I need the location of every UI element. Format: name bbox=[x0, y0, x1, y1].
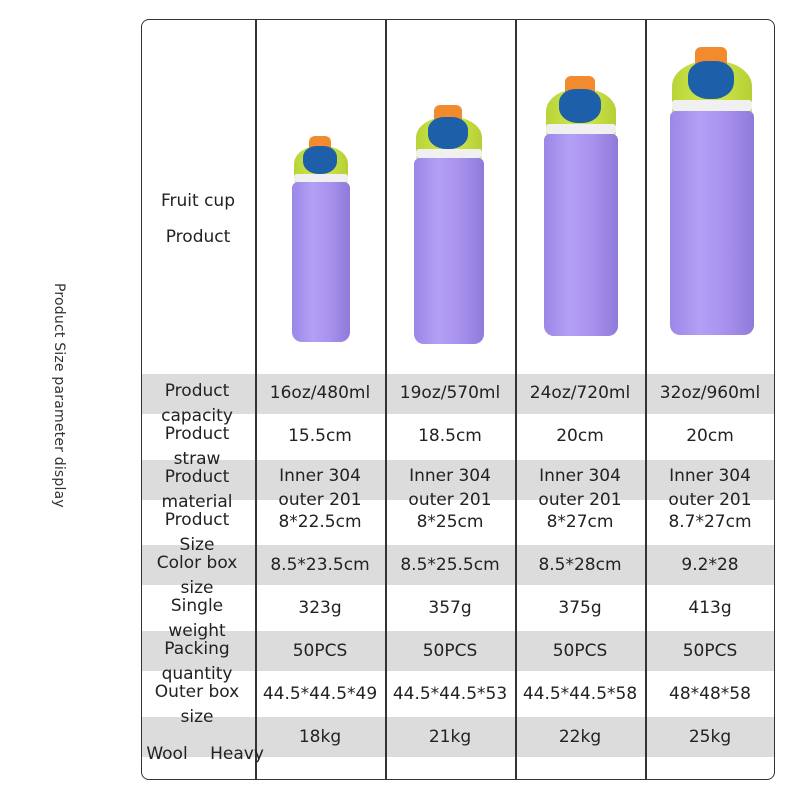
row-value: 22kg bbox=[558, 727, 602, 747]
row-value: 8.5*28cm bbox=[538, 555, 622, 575]
row-value: 44.5*44.5*49 bbox=[262, 684, 378, 704]
row-value: 50PCS bbox=[682, 641, 738, 661]
row-value: 50PCS bbox=[292, 641, 348, 661]
row-label-sub: Heavy bbox=[210, 744, 264, 764]
row-value: 44.5*44.5*53 bbox=[392, 684, 508, 704]
row-value: 32oz/960ml bbox=[659, 383, 761, 403]
column-divider bbox=[645, 20, 647, 779]
row-value: 8*25cm bbox=[416, 512, 484, 532]
row-value: 50PCS bbox=[552, 641, 608, 661]
row-label-sub: straw bbox=[173, 449, 221, 469]
row-value: Inner 304 outer 201 bbox=[668, 466, 752, 510]
row-value: 8*27cm bbox=[546, 512, 614, 532]
row-value: 8.7*27cm bbox=[668, 512, 752, 532]
row-value: Inner 304 outer 201 bbox=[408, 466, 492, 510]
row-value: 8.5*23.5cm bbox=[270, 555, 370, 575]
row-value: 16oz/480ml bbox=[269, 383, 371, 403]
bottle-16oz-image bbox=[289, 134, 353, 346]
row-value: 357g bbox=[428, 598, 472, 618]
row-value: 9.2*28 bbox=[681, 555, 739, 575]
row-value: 24oz/720ml bbox=[529, 383, 631, 403]
row-value: 8.5*25.5cm bbox=[400, 555, 500, 575]
row-value: 50PCS bbox=[422, 641, 478, 661]
row-label: Product bbox=[164, 510, 230, 530]
row-band-capacity bbox=[142, 374, 774, 414]
row-label-sub: Size bbox=[179, 535, 215, 555]
row-value: 413g bbox=[688, 598, 732, 618]
row-value: 19oz/570ml bbox=[399, 383, 501, 403]
row-band-material bbox=[142, 460, 774, 500]
header-fruit-cup: Fruit cup bbox=[160, 191, 235, 211]
row-value: 18kg bbox=[298, 727, 342, 747]
row-label-sub: material bbox=[161, 492, 233, 512]
row-label-sub: quantity bbox=[161, 664, 233, 684]
row-value: 25kg bbox=[688, 727, 732, 747]
bottle-32oz-image bbox=[666, 45, 758, 338]
row-value: 375g bbox=[558, 598, 602, 618]
row-label-sub: weight bbox=[168, 621, 226, 641]
row-band-weight bbox=[142, 717, 774, 757]
row-value: 18.5cm bbox=[418, 426, 482, 446]
row-label: Product bbox=[164, 467, 230, 487]
row-label: Color box bbox=[156, 553, 238, 573]
row-value: 48*48*58 bbox=[669, 684, 751, 704]
row-label-sub: size bbox=[180, 578, 214, 598]
bottle-24oz-image bbox=[540, 74, 622, 340]
row-label: Single bbox=[170, 596, 224, 616]
row-value: 15.5cm bbox=[288, 426, 352, 446]
row-label: Packing bbox=[164, 639, 230, 659]
row-value: 20cm bbox=[556, 426, 604, 446]
row-value: 323g bbox=[298, 598, 342, 618]
row-band-packing bbox=[142, 631, 774, 671]
row-value: Inner 304 outer 201 bbox=[278, 466, 362, 510]
column-divider bbox=[255, 20, 257, 779]
row-label: Product bbox=[164, 424, 230, 444]
row-value: 20cm bbox=[686, 426, 734, 446]
header-product: Product bbox=[165, 227, 231, 247]
column-divider bbox=[385, 20, 387, 779]
row-label: Outer box bbox=[154, 682, 240, 702]
row-value: Inner 304 outer 201 bbox=[538, 466, 622, 510]
column-divider bbox=[515, 20, 517, 779]
bottle-19oz-image bbox=[410, 103, 488, 348]
row-band-colorbox bbox=[142, 545, 774, 585]
row-value: 21kg bbox=[428, 727, 472, 747]
side-title: Product Size parameter display bbox=[51, 283, 67, 508]
spec-table: Fruit cup Product Product capacity Product… bbox=[141, 19, 775, 780]
row-label: Product bbox=[164, 381, 230, 401]
row-label: Wool bbox=[146, 744, 188, 764]
row-label-sub: capacity bbox=[161, 406, 233, 426]
row-label-sub: size bbox=[180, 707, 214, 727]
row-value: 8*22.5cm bbox=[278, 512, 362, 532]
row-value: 44.5*44.5*58 bbox=[522, 684, 638, 704]
